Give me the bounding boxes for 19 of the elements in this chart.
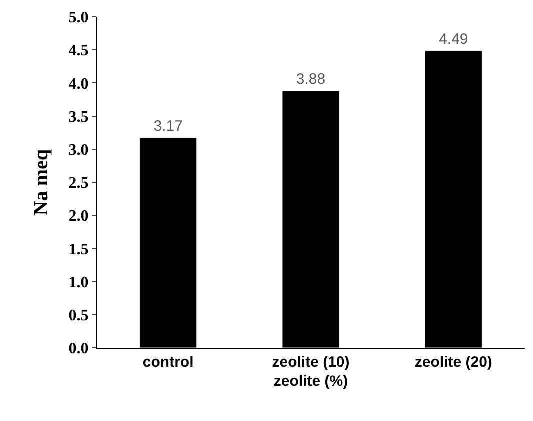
data-label: 4.49 [439, 30, 468, 48]
text: 0.0 [68, 340, 89, 358]
x-axis-title: zeolite (%) [274, 373, 348, 390]
text: 3.5 [68, 108, 89, 126]
text: 1.0 [68, 274, 89, 292]
x-tick-label: control [142, 354, 194, 371]
text: 4.0 [68, 76, 89, 93]
x-tick-label: zeolite (20) [414, 354, 492, 371]
text: 4.5 [68, 42, 89, 60]
text: 2.5 [68, 175, 89, 192]
text: 0.5 [68, 308, 89, 324]
text: 1.5 [68, 241, 89, 258]
data-label: 3.17 [154, 118, 183, 136]
text: 3.0 [68, 142, 89, 159]
text: 2.0 [68, 208, 89, 226]
x-tick-label: zeolite (10) [272, 354, 350, 371]
text: 5.0 [68, 10, 89, 27]
y-axis-title: Na meq [30, 149, 52, 216]
data-label: 3.88 [296, 71, 326, 88]
